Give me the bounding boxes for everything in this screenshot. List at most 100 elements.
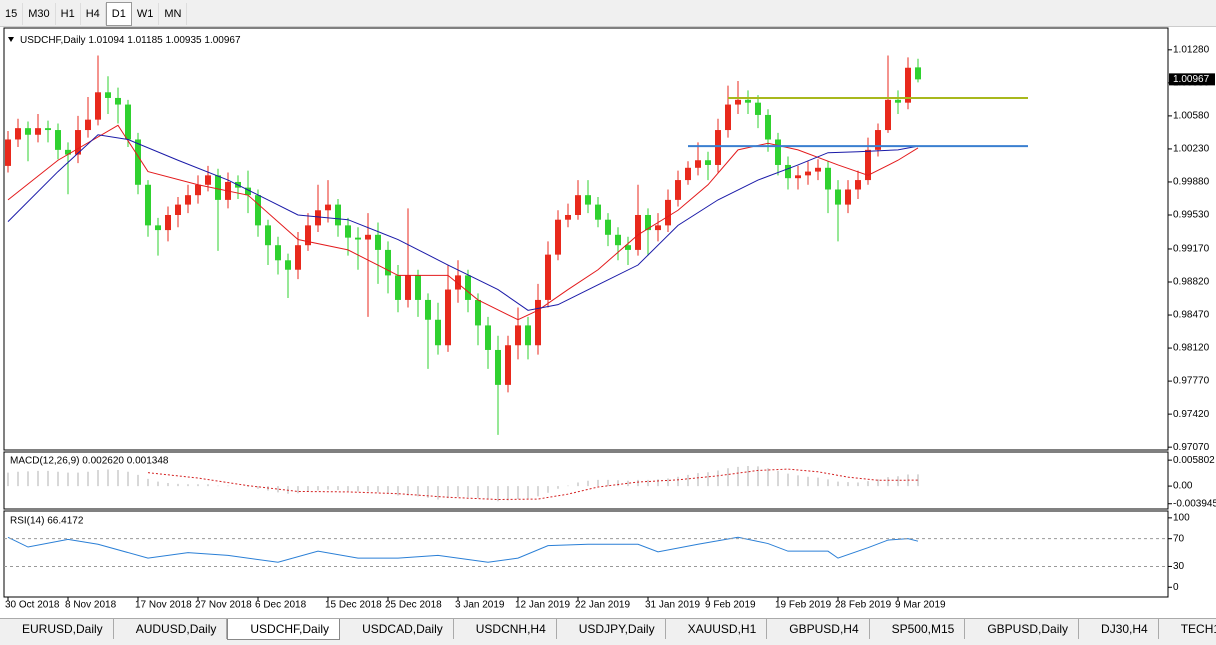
candle-body [425, 299, 431, 320]
macd-signal [147, 468, 919, 501]
price-label-box [1169, 73, 1215, 86]
candle-body [625, 245, 631, 250]
candle-body [565, 214, 571, 220]
candle-body [395, 275, 401, 300]
timeframe-button[interactable]: H4 [81, 3, 106, 25]
timeframe-button[interactable]: H1 [56, 3, 81, 25]
candle-body [205, 175, 211, 185]
timeframe-button[interactable]: MN [159, 3, 188, 25]
chart-tab[interactable]: GBPUSD,H4 [767, 619, 870, 639]
chart-tab[interactable]: SP500,M15 [870, 619, 966, 639]
x-tick-label: 27 Nov 2018 [195, 600, 252, 611]
candle-body [465, 275, 471, 300]
chart-tab[interactable]: USDCHF,Daily [227, 619, 341, 640]
y-tick-label: 0.99170 [1173, 244, 1210, 255]
candle-body [255, 195, 261, 226]
chart-tab[interactable]: XAUUSD,H1 [666, 619, 768, 639]
main-panel [3, 27, 1169, 451]
y-tick-label: 0.98820 [1173, 277, 1210, 288]
candle-body [345, 225, 351, 238]
chart-tab[interactable]: TECH100,H1 [1159, 619, 1216, 639]
candle-body [75, 130, 81, 155]
candle-body [65, 149, 71, 155]
candle-body [385, 249, 391, 276]
price-label: 1.00967 [1173, 74, 1210, 85]
x-tick-label: 30 Oct 2018 [5, 600, 60, 611]
y-tick-label: 0.98470 [1173, 310, 1210, 321]
macd-panel [3, 451, 1169, 510]
chart-tab[interactable]: USDCNH,H4 [454, 619, 557, 639]
candle-body [775, 139, 781, 165]
indicator-title: RSI(14) 66.4172 [10, 516, 84, 527]
y-tick-label: -0.003945 [1173, 498, 1216, 509]
candle-body [155, 225, 161, 231]
candle-body [245, 187, 251, 196]
x-tick-label: 3 Jan 2019 [455, 600, 505, 611]
plot-area [5, 55, 921, 563]
candle-body [785, 164, 791, 179]
candle-body [915, 67, 921, 80]
candle-body [445, 289, 451, 346]
y-tick-label: 0.97420 [1173, 409, 1210, 420]
y-tick-label: 100 [1173, 513, 1190, 524]
candle-body [165, 214, 171, 231]
open: 1.01094 [88, 35, 125, 46]
candle-body [505, 345, 511, 385]
timeframe-button[interactable]: 15 [0, 3, 24, 25]
candle-body [525, 325, 531, 346]
candle-body [35, 128, 41, 135]
candle-body [125, 104, 131, 140]
moving-average [7, 134, 919, 311]
candle-body [825, 167, 831, 190]
candle-body [15, 128, 21, 140]
y-tick-label: 0.97070 [1173, 442, 1210, 453]
moving-average [7, 124, 919, 321]
x-tick-label: 31 Jan 2019 [645, 600, 700, 611]
x-tick-label: 17 Nov 2018 [135, 600, 192, 611]
candle-body [95, 92, 101, 120]
chart-tab[interactable]: USDCAD,Daily [340, 619, 454, 639]
timeframe-button[interactable]: W1 [132, 3, 160, 25]
x-tick-label: 19 Feb 2019 [775, 600, 832, 611]
timeframe-button[interactable]: D1 [105, 2, 132, 26]
x-tick-label: 8 Nov 2018 [65, 600, 117, 611]
y-tick-label: 0.99530 [1173, 210, 1210, 221]
candle-body [85, 119, 91, 131]
candle-body [415, 275, 421, 300]
candle-body [755, 102, 761, 115]
y-tick-label: 0.005802 [1173, 455, 1215, 466]
candle-body [705, 160, 711, 165]
candle-body [645, 214, 651, 231]
candle-body [485, 325, 491, 350]
candle-body [595, 204, 601, 220]
candle-body [905, 67, 911, 103]
chart-tab[interactable]: DJ30,H4 [1079, 619, 1159, 639]
chart-tab[interactable]: USDJPY,Daily [557, 619, 666, 639]
menu-arrow[interactable] [8, 37, 14, 42]
low: 1.00935 [165, 35, 202, 46]
candle-body [55, 130, 61, 150]
candle-body [555, 219, 561, 255]
candle-body [135, 139, 141, 185]
candle-body [455, 275, 461, 290]
chart-tab[interactable]: EURUSD,Daily [0, 619, 114, 639]
chart-tab[interactable]: AUDUSD,Daily [114, 619, 228, 639]
timeframe-button[interactable]: M30 [23, 3, 56, 25]
indicator-title: MACD(12,26,9) 0.002620 0.001348 [10, 456, 169, 467]
y-tick-label: 0.97770 [1173, 376, 1210, 387]
candle-body [895, 99, 901, 103]
candle-body [115, 97, 121, 105]
x-tick-label: 9 Mar 2019 [895, 600, 946, 611]
candle-body [605, 219, 611, 235]
candle-body [685, 167, 691, 181]
chart-header: USDCHF,Daily 1.01094 1.01185 1.00935 1.0… [20, 35, 241, 46]
y-tick-label: 30 [1173, 561, 1185, 572]
high: 1.01185 [127, 35, 163, 46]
candle-body [475, 299, 481, 326]
candle-body [885, 99, 891, 131]
chart-tab[interactable]: GBPUSD,Daily [965, 619, 1080, 639]
y-tick-label: 0 [1173, 582, 1179, 593]
candle-body [745, 99, 751, 103]
candle-body [405, 275, 411, 300]
y-tick-label: 1.00230 [1173, 144, 1210, 155]
